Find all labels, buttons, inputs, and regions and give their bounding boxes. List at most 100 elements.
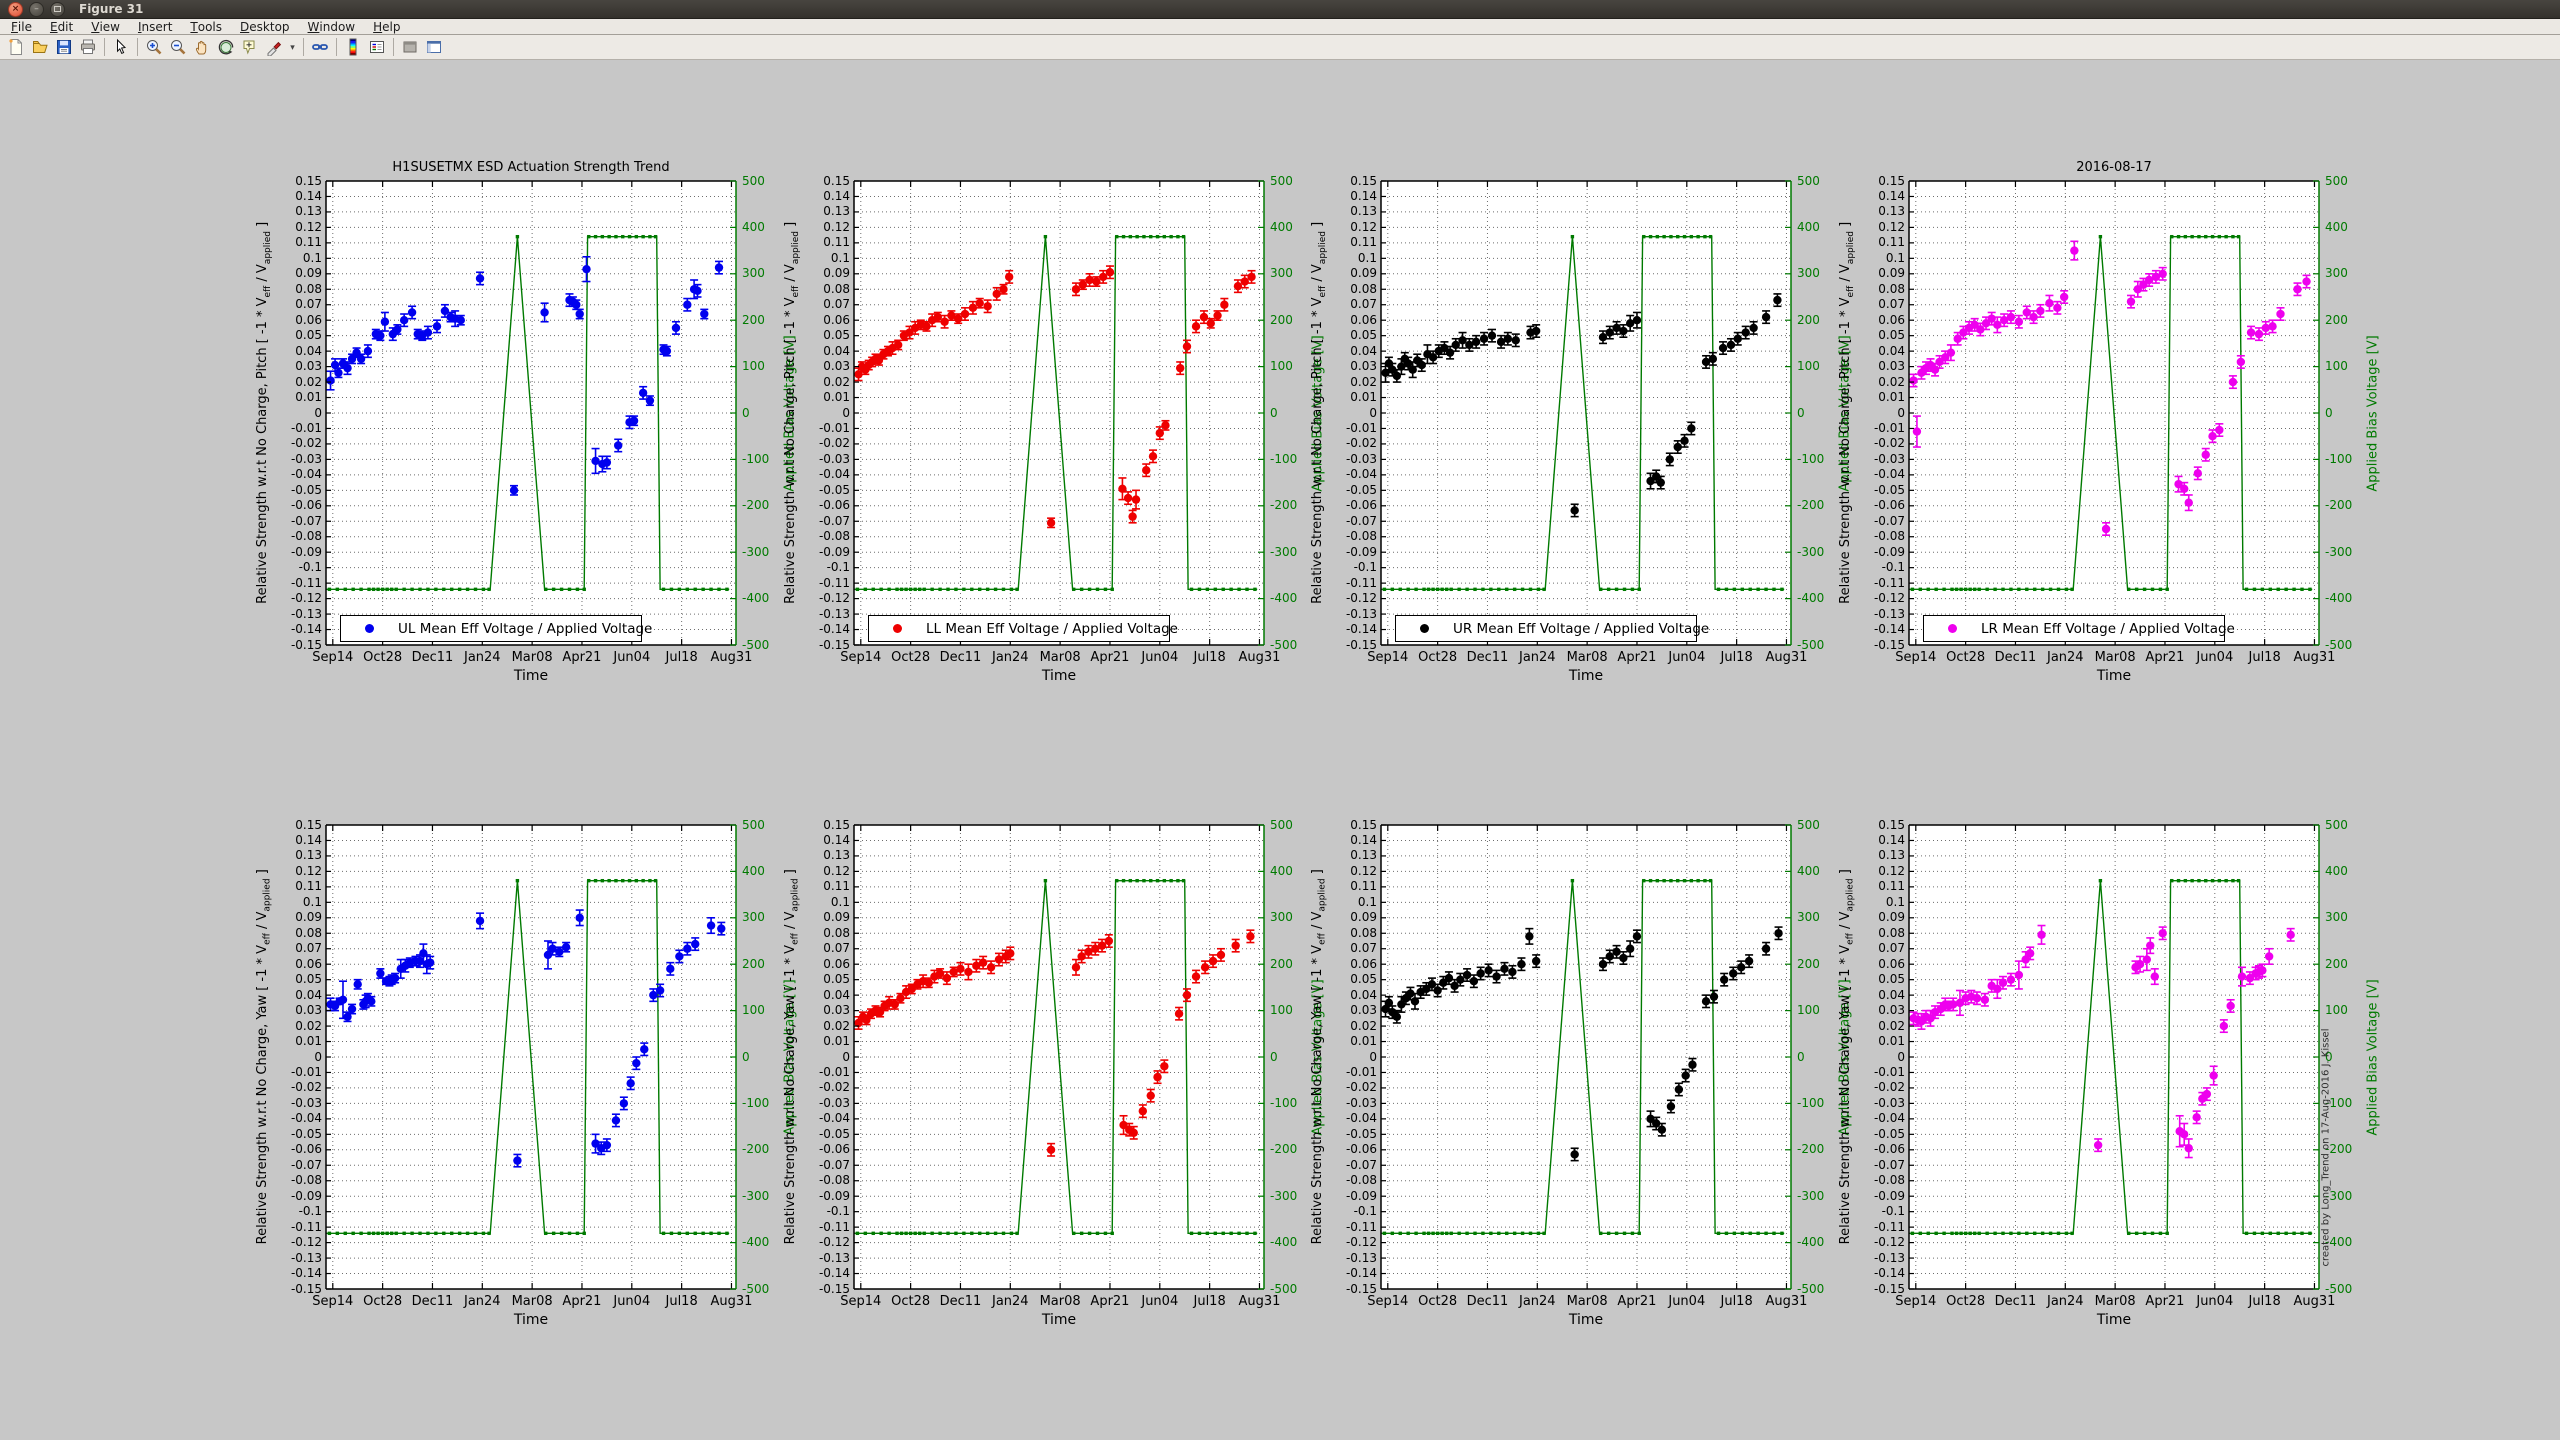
window-minimize-button[interactable]: – (29, 1, 44, 17)
y-tick-label: 0 (1369, 1049, 1377, 1064)
y-tick-label: -0.14 (290, 1266, 322, 1281)
y-tick-label: 0.02 (295, 1018, 322, 1033)
y-axis-label: Relative Strength w.r.t No Charge, Yaw [… (1310, 869, 1328, 1245)
link-plot-button[interactable] (308, 36, 332, 58)
x-tick-label: Sep14 (1895, 1294, 1937, 1309)
y-tick-label: -0.09 (1345, 1188, 1377, 1203)
y-tick-label: -0.15 (1345, 637, 1377, 652)
y-axis-label-wrap: Relative Strength w.r.t No Charge, Pitch… (255, 181, 273, 645)
insert-colorbar-button[interactable] (341, 36, 365, 58)
y-tick-label: -0.04 (1873, 467, 1905, 482)
voltage-tick-label: -500 (2325, 1281, 2353, 1296)
show-plot-tools-button[interactable] (422, 36, 446, 58)
voltage-tick-label: 400 (1270, 863, 1293, 878)
print-figure-button[interactable] (76, 36, 100, 58)
y-tick-label: -0.1 (298, 1204, 322, 1219)
y-tick-label: 0.11 (823, 879, 850, 894)
voltage-tick-label: 400 (2325, 219, 2348, 234)
y-tick-label: -0.07 (1873, 513, 1905, 528)
voltage-tick-label: 500 (1270, 173, 1293, 188)
y-tick-label: -0.01 (1873, 420, 1905, 435)
toolbar-separator (393, 38, 394, 56)
rotate-3d-button[interactable] (214, 36, 238, 58)
y-tick-label: 0.05 (823, 972, 850, 987)
plot-ul-yaw: -0.15 -0.14 -0.13 -0.12 -0.11 -0.1 -0.09 -0.08-… (255, 818, 797, 1328)
y-tick-label: -0.1 (1353, 560, 1377, 575)
x-tick-label: Oct28 (1418, 650, 1458, 665)
window-titlebar: × – Figure 31 (0, 0, 2560, 19)
y-tick-label: 0.04 (823, 987, 850, 1002)
voltage-tick-label: -300 (1270, 544, 1298, 559)
voltage-tick-label: 100 (1270, 1003, 1293, 1018)
y-tick-label: -0.03 (818, 1095, 850, 1110)
edit-plot-pointer-button[interactable] (109, 36, 133, 58)
voltage-tick-label: 0 (2325, 1049, 2333, 1064)
new-figure-button[interactable] (4, 36, 28, 58)
insert-colorbar-icon (349, 38, 357, 56)
y-tick-label: 0.08 (295, 925, 322, 940)
zoom-out-button[interactable] (166, 36, 190, 58)
y-tick-label: -0.04 (1345, 1111, 1377, 1126)
y-tick-label: 0.03 (1350, 1003, 1377, 1018)
pan-hand-button[interactable] (190, 36, 214, 58)
y-tick-label: 0.09 (1878, 266, 1905, 281)
voltage-tick-label: 0 (1270, 1049, 1278, 1064)
save-figure-button[interactable] (52, 36, 76, 58)
y-tick-label: -0.08 (1345, 529, 1377, 544)
y-tick-label: 0.14 (823, 832, 850, 847)
y-tick-label: -0.09 (1873, 544, 1905, 559)
y-tick-label: 0.08 (1878, 281, 1905, 296)
zoom-in-button[interactable] (142, 36, 166, 58)
x-tick-label: Jan24 (1519, 650, 1556, 665)
x-tick-label: Jul18 (1193, 1294, 1226, 1309)
y-axis-label: Relative Strength w.r.t No Charge, Pitch… (783, 221, 801, 605)
insert-legend-button[interactable] (365, 36, 389, 58)
plot-area-ll-pitch (853, 180, 1265, 646)
brush-data-button[interactable] (262, 36, 286, 58)
data-cursor-button[interactable] (238, 36, 262, 58)
y-tick-label: 0.1 (1885, 894, 1905, 909)
y-tick-label: 0.13 (1878, 204, 1905, 219)
voltage-tick-label: 0 (1797, 405, 1805, 420)
voltage-tick-label: 300 (742, 910, 765, 925)
window-maximize-button[interactable] (50, 1, 65, 17)
y-tick-label: 0.09 (1350, 910, 1377, 925)
y-tick-label: -0.14 (1873, 622, 1905, 637)
x-tick-label: Dec11 (1466, 650, 1509, 665)
x-tick-label: Sep14 (312, 650, 354, 665)
voltage-tick-label: -400 (1797, 1235, 1825, 1250)
y-tick-label: 0.15 (1350, 817, 1377, 832)
y-tick-label: 0.14 (823, 188, 850, 203)
y-tick-label: -0.04 (290, 467, 322, 482)
y-tick-label: -0.08 (290, 1173, 322, 1188)
legend-marker (893, 624, 902, 633)
window-close-button[interactable]: × (8, 1, 23, 17)
y-tick-label: 0 (842, 405, 850, 420)
y-tick-label: 0.12 (823, 863, 850, 878)
x-tick-label: Apr21 (1617, 1294, 1657, 1309)
x-tick-label: Sep14 (840, 1294, 882, 1309)
y-axis-label: Relative Strength w.r.t No Charge, Pitch… (1310, 221, 1328, 605)
brush-dropdown-button[interactable]: ▾ (286, 36, 299, 58)
y-tick-label: -0.09 (818, 1188, 850, 1203)
plot-ur-yaw: -0.15 -0.14 -0.13 -0.12 -0.11 -0.1 -0.09 -0.08-… (1310, 818, 1852, 1328)
legend-ul-pitch: UL Mean Eff Voltage / Applied Voltage (340, 615, 652, 642)
hide-plot-tools-button[interactable] (398, 36, 422, 58)
x-tick-label: Aug31 (710, 650, 753, 665)
voltage-tick-label: 100 (2325, 359, 2348, 374)
x-axis-label: Time (2096, 1312, 2132, 1328)
y-tick-label: 0.12 (1350, 219, 1377, 234)
y-tick-label: -0.07 (290, 1157, 322, 1172)
y-tick-label: -0.06 (818, 1142, 850, 1157)
open-file-button[interactable] (28, 36, 52, 58)
voltage-tick-label: 0 (1270, 405, 1278, 420)
voltage-tick-label: 0 (2325, 405, 2333, 420)
